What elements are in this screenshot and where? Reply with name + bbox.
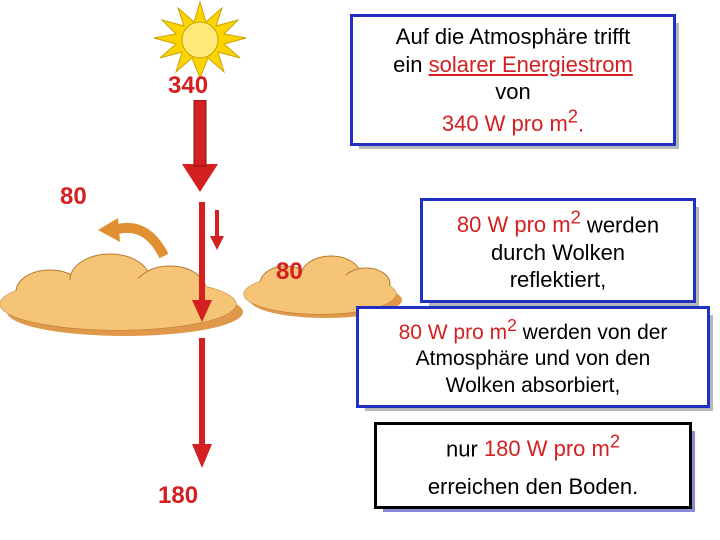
box3-line1b: werden von der	[517, 321, 668, 344]
box2-line3: reflektiert,	[510, 267, 607, 292]
textbox-3: 80 W pro m2 werden von der Atmosphäre un…	[356, 306, 710, 408]
box1-line4a: 340 W pro m	[442, 111, 568, 136]
arrow-down-340	[182, 100, 218, 192]
label-80-mid: 80	[276, 258, 303, 286]
box3-line1a: 80 W pro m	[399, 321, 508, 344]
box1-line4b: .	[578, 111, 584, 136]
box4-line2: erreichen den Boden.	[428, 474, 638, 499]
textbox-1: Auf die Atmosphäre trifft ein solarer En…	[350, 14, 676, 146]
box1-line1: Auf die Atmosphäre trifft	[396, 24, 630, 49]
box3-line2: Atmosphäre und von den	[416, 347, 651, 370]
box2-line1a: 80 W pro m	[457, 212, 571, 237]
box4-line1sup: 2	[610, 431, 620, 452]
box1-line3: von	[495, 79, 530, 104]
arrow-down-short	[210, 210, 224, 250]
box3-line3: Wolken absorbiert,	[446, 374, 621, 397]
label-180: 180	[158, 482, 198, 510]
label-80-left: 80	[60, 183, 87, 211]
box2-line1b: werden	[581, 212, 659, 237]
box3-line1sup: 2	[507, 315, 517, 335]
sun-icon	[150, 0, 250, 80]
box2-line1sup: 2	[571, 207, 581, 228]
cloud-left	[0, 250, 250, 340]
box4-line1b: 180 W pro m	[484, 436, 610, 461]
arrow-down-thin-2	[192, 338, 212, 468]
box1-line4sup: 2	[568, 106, 578, 127]
arrow-down-thin-1	[192, 202, 212, 322]
textbox-2: 80 W pro m2 werden durch Wolken reflekti…	[420, 198, 696, 303]
box1-line2a: ein	[393, 52, 428, 77]
box2-line2: durch Wolken	[491, 240, 625, 265]
textbox-4: nur 180 W pro m2 erreichen den Boden.	[374, 422, 692, 509]
box4-line1a: nur	[446, 436, 484, 461]
box1-line2b: solarer Energiestrom	[429, 52, 633, 77]
label-340: 340	[168, 72, 208, 100]
